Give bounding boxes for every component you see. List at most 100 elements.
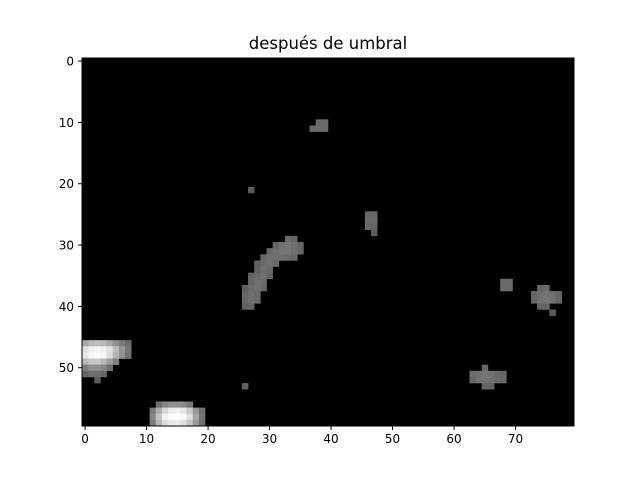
heatmap-cell: [100, 352, 107, 359]
x-tick-label: 20: [200, 432, 215, 446]
heatmap-cell: [272, 242, 280, 249]
heatmap-cell: [82, 340, 89, 347]
heatmap-cell: [315, 119, 323, 126]
x-tick-label: 10: [139, 432, 154, 446]
heatmap-cell: [284, 248, 292, 255]
heatmap-cell: [248, 303, 255, 310]
x-tick-label: 0: [81, 432, 89, 446]
heatmap-cell: [506, 284, 513, 292]
heatmap-cell: [309, 125, 316, 132]
heatmap-cell: [321, 119, 329, 126]
heatmap-cell: [100, 358, 107, 365]
heatmap-cell: [106, 364, 114, 372]
heatmap-cell: [260, 284, 267, 292]
heatmap-cell: [254, 266, 261, 273]
x-tick-label: 70: [508, 432, 523, 446]
heatmap-cell: [100, 346, 107, 353]
heatmap-cell: [241, 383, 249, 390]
heatmap-cell: [248, 284, 255, 292]
heatmap-cell: [543, 291, 550, 298]
heatmap-cell: [500, 284, 507, 292]
heatmap-cell: [260, 266, 267, 273]
heatmap-cell: [94, 352, 101, 359]
axes-frame: [81, 57, 575, 427]
heatmap-cell: [241, 291, 249, 298]
heatmap-cell: [254, 291, 261, 298]
heatmap-cell: [469, 370, 476, 378]
heatmap-cell: [94, 340, 101, 347]
heatmap-cell: [106, 352, 114, 359]
heatmap-cell: [174, 419, 181, 427]
heatmap-cell: [155, 419, 163, 427]
heatmap-cell: [543, 297, 550, 304]
x-tick-label: 50: [385, 432, 400, 446]
heatmap-cell: [291, 248, 298, 255]
heatmap-cell: [284, 254, 292, 261]
heatmap-cell: [82, 358, 89, 365]
heatmap-cell: [543, 284, 550, 292]
x-tick-label: 60: [446, 432, 461, 446]
heatmap-cell: [149, 419, 157, 427]
heatmap-cell: [272, 248, 280, 255]
heatmap-cell: [106, 340, 114, 347]
heatmap-cell: [161, 413, 169, 421]
heatmap-cell: [291, 242, 298, 249]
heatmap-cell: [88, 340, 95, 347]
heatmap-cell: [530, 297, 538, 304]
heatmap-cell: [272, 254, 280, 261]
heatmap-cell: [543, 303, 550, 310]
heatmap-cell: [149, 413, 157, 421]
heatmap-cell: [118, 352, 126, 359]
heatmap-cell: [364, 223, 372, 231]
heatmap-cell: [371, 217, 378, 224]
heatmap-cell: [371, 229, 378, 237]
y-tick-label: 20: [59, 177, 74, 191]
heatmap-cell: [112, 352, 120, 359]
heatmap-cell: [88, 352, 95, 359]
heatmap-cell: [118, 340, 126, 347]
heatmap-cell: [254, 272, 261, 280]
heatmap-cell: [168, 407, 175, 415]
heatmap-cell: [291, 235, 298, 243]
heatmap-cell: [555, 291, 562, 298]
heatmap-cell: [198, 413, 206, 421]
heatmap-cell: [481, 383, 489, 390]
y-tick-label: 40: [59, 300, 74, 314]
heatmap-cell: [161, 419, 169, 427]
heatmap-cell: [161, 401, 169, 408]
heatmap-cell: [278, 248, 286, 255]
heatmap-cell: [100, 370, 107, 378]
y-tick-label: 30: [59, 239, 74, 253]
heatmap-cell: [125, 340, 132, 347]
heatmap-cell: [266, 260, 273, 267]
heatmap-cell: [254, 278, 261, 286]
heatmap-cell: [112, 358, 120, 365]
heatmap-cell: [254, 297, 261, 304]
heatmap-cell: [278, 242, 286, 249]
heatmap-cell: [481, 370, 489, 378]
heatmap-cell: [100, 340, 107, 347]
heatmap-cell: [500, 370, 507, 378]
y-tick-label: 0: [66, 55, 74, 69]
heatmap-cell: [198, 419, 206, 427]
heatmap-cell: [186, 401, 193, 408]
heatmap-cell: [94, 376, 101, 384]
heatmap-cell: [260, 278, 267, 286]
heatmap-cell: [500, 376, 507, 384]
heatmap-cell: [174, 401, 181, 408]
heatmap-cell: [248, 186, 255, 194]
heatmap-image: [82, 58, 574, 427]
heatmap-cell: [241, 297, 249, 304]
heatmap-cell: [198, 407, 206, 415]
heatmap-cell: [180, 413, 187, 421]
heatmap-cell: [82, 346, 89, 353]
heatmap-cell: [125, 352, 132, 359]
heatmap-cell: [297, 242, 304, 249]
heatmap-cell: [94, 358, 101, 365]
heatmap-cell: [155, 407, 163, 415]
heatmap-cell: [284, 242, 292, 249]
heatmap-cell: [94, 346, 101, 353]
heatmap-cell: [494, 376, 501, 384]
heatmap-cell: [260, 260, 267, 267]
heatmap-cell: [241, 303, 249, 310]
